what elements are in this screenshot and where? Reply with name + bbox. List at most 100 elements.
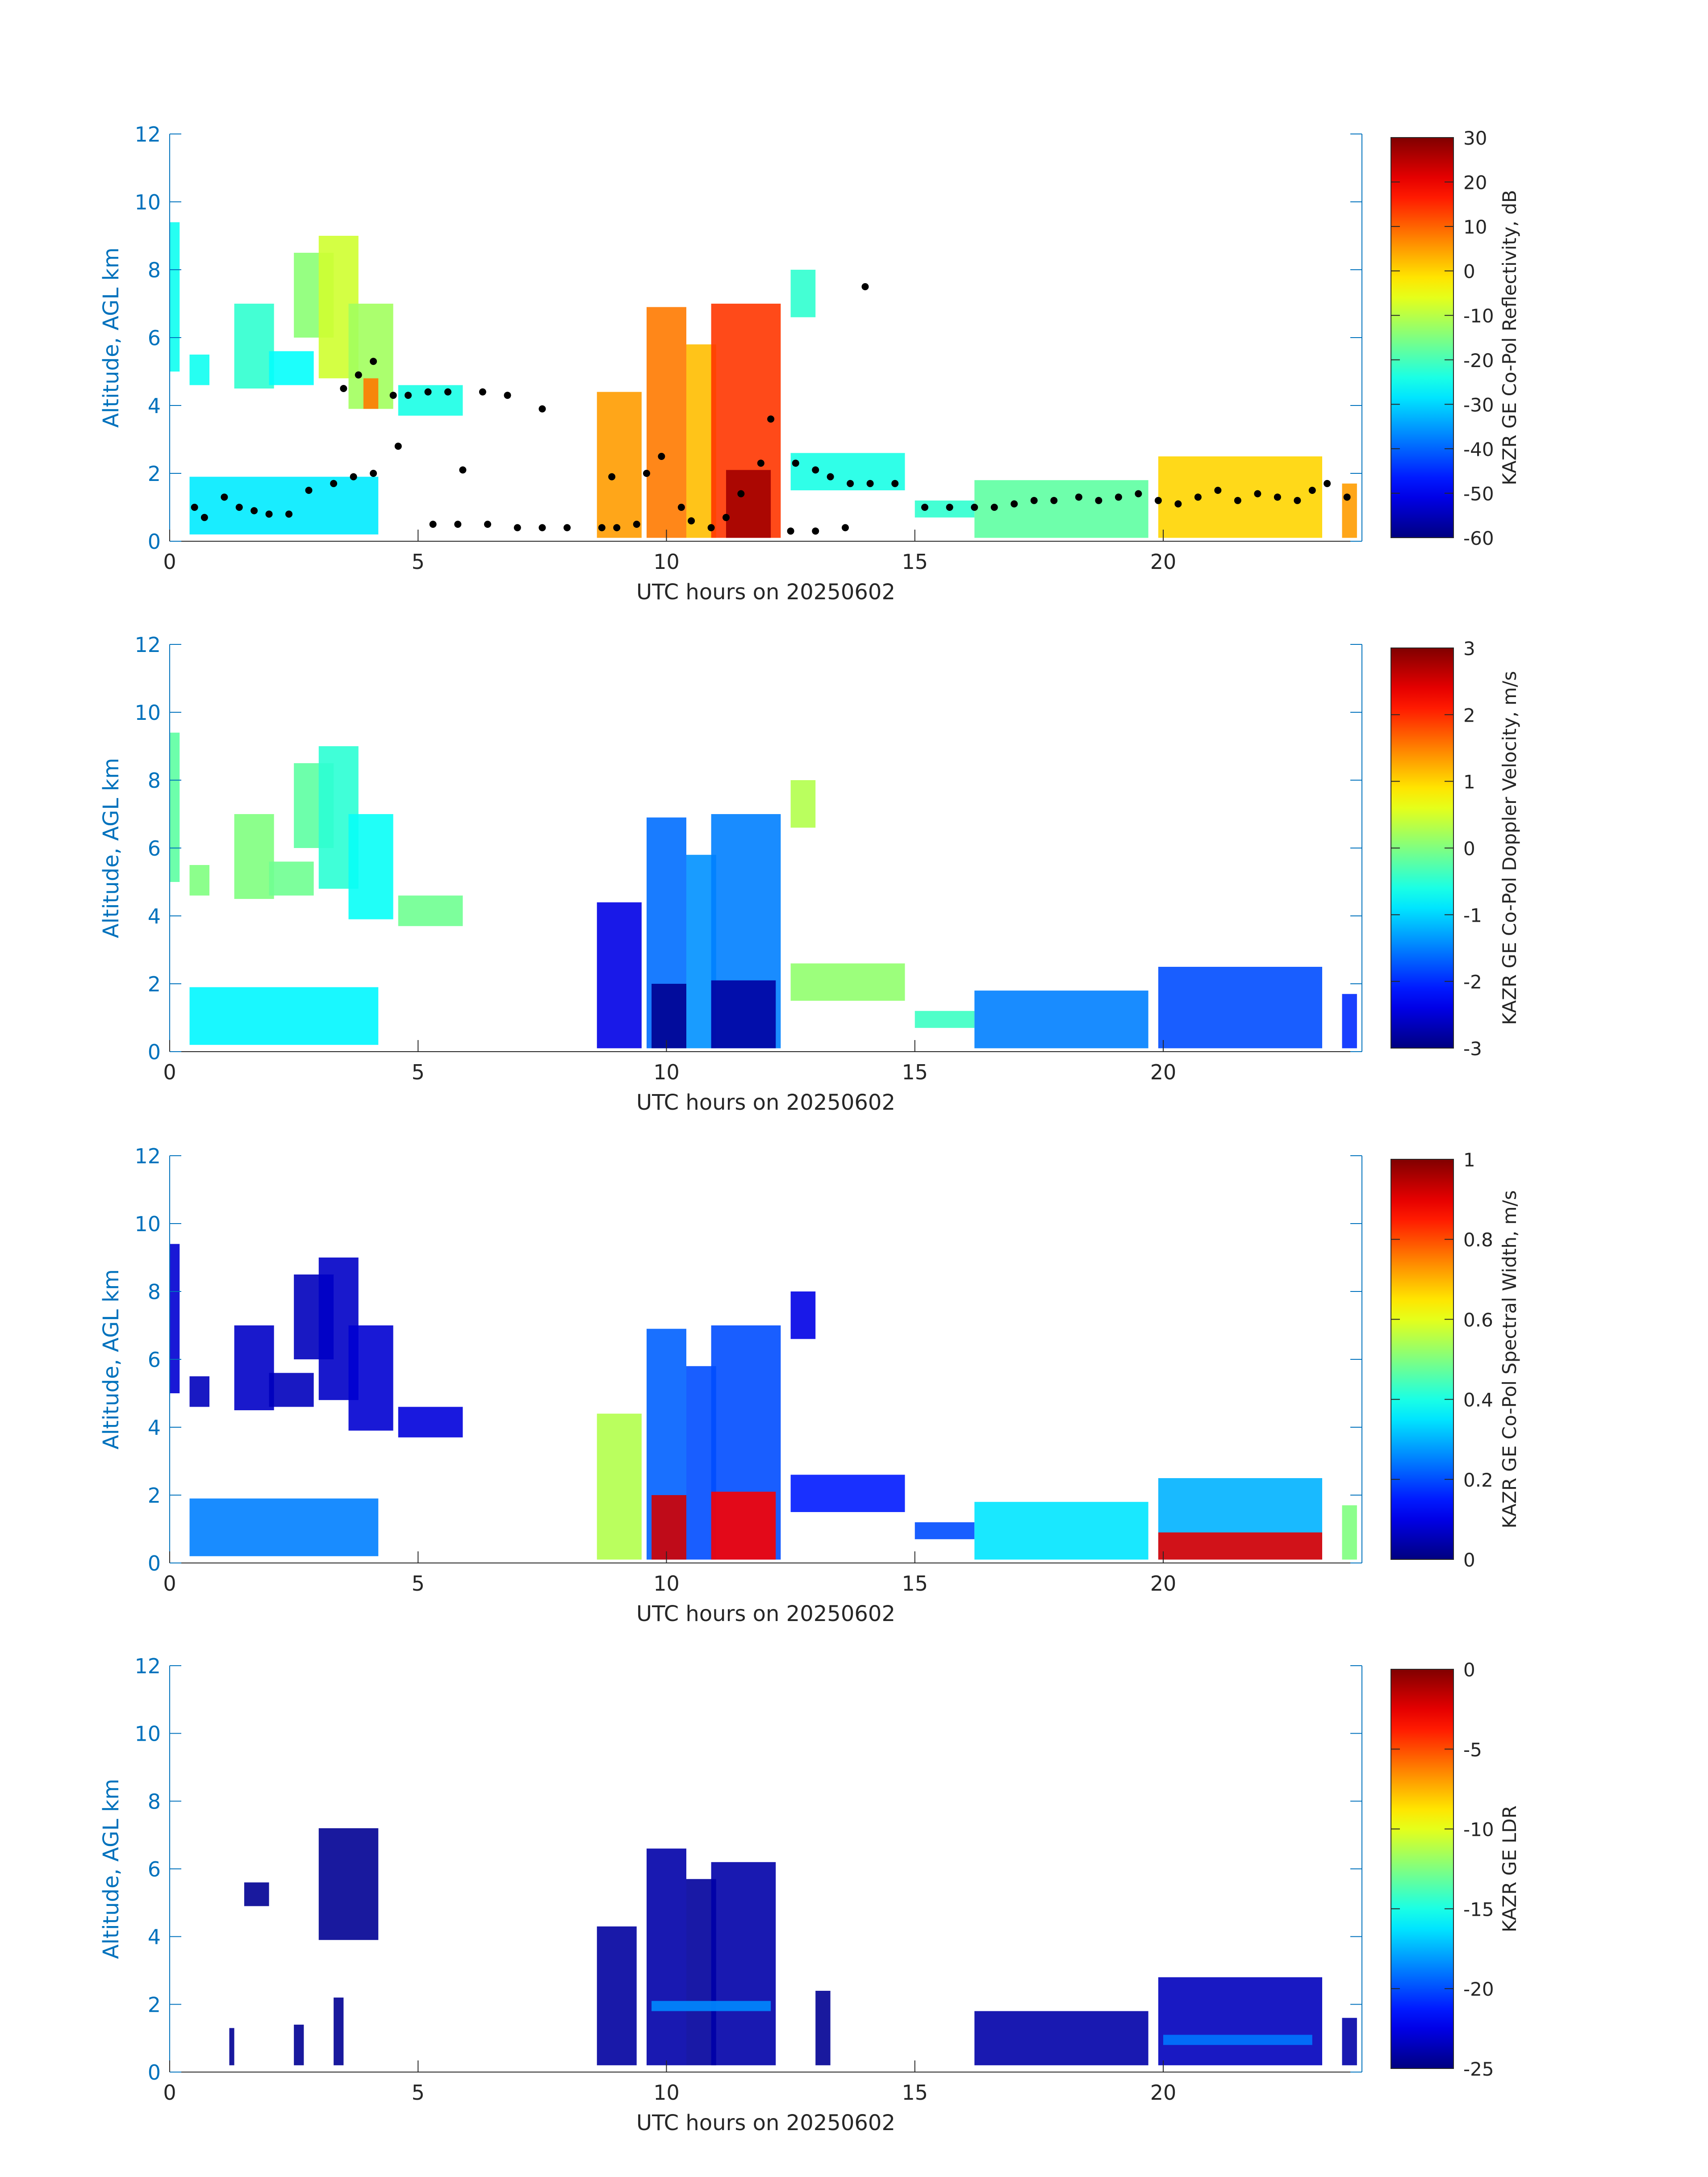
heatmap-cell (1163, 2035, 1312, 2045)
colorbar-tick-label: 0 (1463, 1549, 1475, 1571)
y-tick-label: 4 (148, 1416, 161, 1440)
heatmap-cell (170, 222, 180, 372)
y-tick-label: 6 (148, 326, 161, 350)
colorbar-tick-label: -30 (1463, 394, 1494, 416)
heatmap-cell (189, 1376, 209, 1407)
cloud-base-point (370, 470, 377, 477)
cloud-base-point (891, 480, 899, 487)
cloud-base-point (633, 521, 640, 528)
cloud-base-point (861, 283, 869, 290)
colorbar-tick-label: 3 (1463, 638, 1475, 660)
heatmap-cell (398, 895, 463, 926)
heatmap-cell (974, 990, 1148, 1049)
cloud-base-point (539, 524, 546, 531)
cloud-base-point (305, 487, 313, 494)
heatmap-cell (711, 980, 776, 1049)
heatmap-data (229, 1828, 1357, 2065)
cloud-base-point (847, 480, 854, 487)
y-tick-label: 4 (148, 1925, 161, 1949)
cloud-base-point (479, 388, 486, 396)
heatmap-cell (651, 1495, 686, 1560)
x-tick-label: 15 (902, 2081, 928, 2105)
cloud-base-point (191, 504, 198, 511)
heatmap-cell (170, 1244, 180, 1393)
heatmap-cell (1342, 483, 1357, 538)
cloud-base-point (688, 517, 695, 525)
cloud-base-point (1343, 493, 1351, 501)
y-tick-label: 2 (148, 1483, 161, 1508)
heatmap-cell (189, 355, 209, 385)
y-tick-label: 10 (134, 701, 161, 725)
cloud-base-point (221, 493, 228, 501)
cloud-base-point (251, 507, 258, 514)
colorbar (1391, 648, 1454, 1049)
colorbar-tick-label: -5 (1463, 1739, 1482, 1761)
cloud-base-point (370, 358, 377, 365)
cloud-base-point (454, 521, 462, 528)
colorbar-label: KAZR GE LDR (1499, 1805, 1520, 1932)
heatmap-cell (915, 1011, 975, 1028)
colorbar-tick-label: -3 (1463, 1038, 1482, 1060)
y-tick-label: 8 (148, 769, 161, 793)
colorbar-tick-label: 1 (1463, 771, 1475, 793)
cloud-base-point (1135, 490, 1142, 497)
cloud-base-point (866, 480, 874, 487)
x-axis-label: UTC hours on 20250602 (636, 2110, 895, 2135)
y-tick-label: 0 (148, 1551, 161, 1575)
heatmap-cell (189, 476, 379, 535)
y-tick-label: 12 (134, 122, 161, 146)
heatmap-cell (974, 1502, 1148, 1560)
colorbar (1391, 137, 1454, 538)
cloud-base-point (355, 371, 362, 379)
y-tick-label: 8 (148, 1280, 161, 1304)
colorbar-tick-label: -10 (1463, 1819, 1494, 1841)
cloud-base-point (330, 480, 338, 487)
x-tick-label: 0 (163, 550, 176, 574)
cloud-base-point (757, 460, 764, 467)
y-tick-label: 0 (148, 2060, 161, 2085)
heatmap-cell (363, 378, 379, 409)
heatmap-cell (915, 1522, 975, 1539)
cloud-base-point (677, 504, 685, 511)
y-tick-label: 6 (148, 1857, 161, 1881)
cloud-base-point (235, 504, 243, 511)
cloud-base-point (504, 392, 511, 399)
heatmap-cell (597, 392, 642, 538)
heatmap-cell (790, 963, 905, 1001)
y-tick-label: 10 (134, 1212, 161, 1236)
colorbar-tick-label: -60 (1463, 527, 1494, 549)
cloud-base-point (459, 466, 467, 474)
cloud-base-point (514, 524, 521, 531)
heatmap-cell (234, 814, 274, 899)
y-tick-label: 2 (148, 462, 161, 486)
colorbar-tick-label: 0.4 (1463, 1389, 1493, 1411)
y-tick-label: 10 (134, 190, 161, 214)
heatmap-data (170, 222, 1357, 538)
x-tick-label: 20 (1150, 550, 1177, 574)
cloud-base-point (1075, 493, 1082, 501)
cloud-base-point (484, 521, 491, 528)
cloud-base-point (285, 510, 292, 518)
y-axis-label: Altitude, AGL km (99, 1779, 124, 1959)
colorbar-tick-label: -25 (1463, 2058, 1494, 2080)
heatmap-cell (318, 1828, 379, 1940)
cloud-base-point (394, 443, 402, 450)
cloud-base-point (265, 510, 273, 518)
colorbar (1391, 1159, 1454, 1560)
y-axis-label: Altitude, AGL km (99, 247, 124, 428)
heatmap-cell (647, 1848, 686, 2065)
colorbar-tick-label: -50 (1463, 483, 1494, 505)
heatmap-cell (1342, 994, 1357, 1049)
cloud-base-point (658, 453, 665, 460)
y-tick-label: 4 (148, 394, 161, 418)
colorbar-tick-label: 2 (1463, 704, 1475, 726)
heatmap-cell (1158, 1977, 1322, 2065)
x-tick-label: 0 (163, 1571, 176, 1596)
heatmap-cell (189, 1498, 379, 1556)
cloud-base-point (990, 504, 998, 511)
x-tick-label: 0 (163, 1060, 176, 1084)
y-tick-label: 2 (148, 1993, 161, 2017)
cloud-base-point (350, 473, 357, 481)
